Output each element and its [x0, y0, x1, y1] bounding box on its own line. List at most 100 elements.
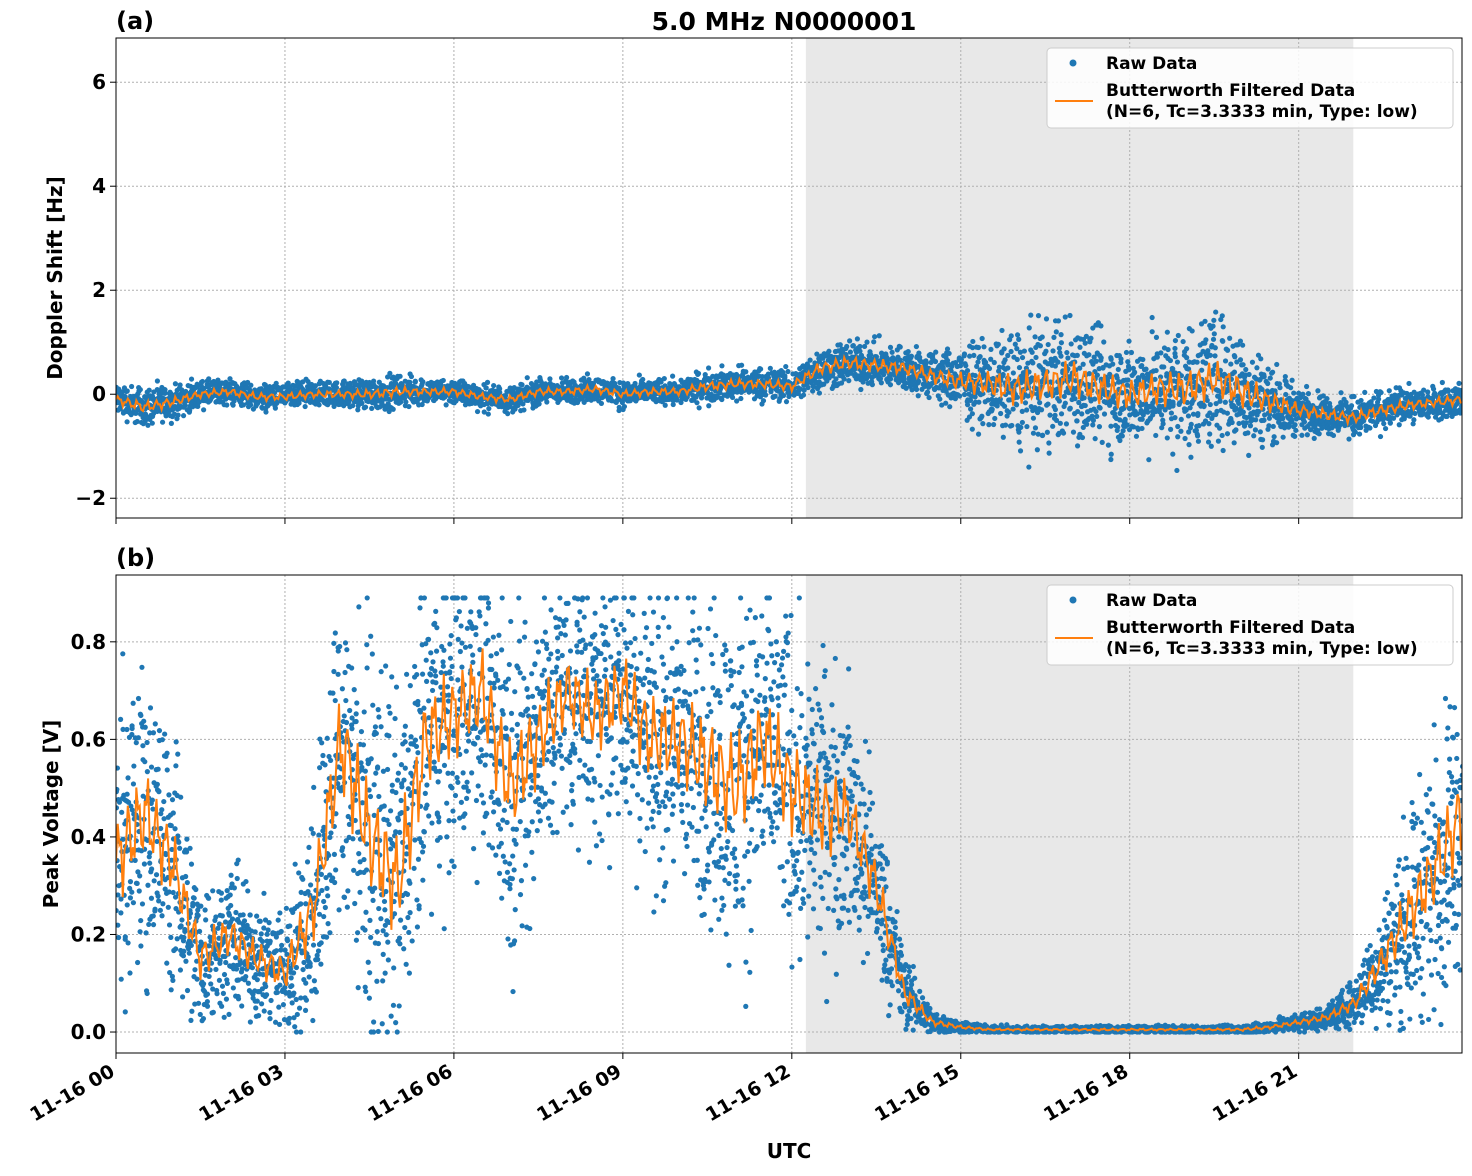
raw-point: [1167, 393, 1172, 398]
raw-point: [1100, 440, 1105, 445]
raw-point: [1168, 358, 1173, 363]
raw-point: [1292, 434, 1297, 439]
raw-point: [970, 427, 975, 432]
raw-point: [738, 396, 743, 401]
raw-point: [128, 895, 133, 900]
raw-point: [369, 406, 374, 411]
raw-point: [1228, 361, 1233, 366]
raw-point: [1056, 318, 1061, 323]
raw-point: [1117, 438, 1122, 443]
raw-point: [926, 395, 931, 400]
raw-point: [1175, 424, 1180, 429]
raw-point: [976, 432, 981, 437]
raw-point: [924, 360, 929, 365]
raw-point: [137, 888, 142, 893]
raw-point: [1098, 405, 1103, 410]
raw-point: [1081, 362, 1086, 367]
raw-point: [1274, 440, 1279, 445]
raw-point: [127, 970, 132, 975]
raw-point: [877, 333, 882, 338]
raw-point: [142, 861, 147, 866]
raw-point: [1213, 309, 1218, 314]
raw-point: [970, 411, 975, 416]
raw-point: [114, 787, 119, 792]
raw-point: [962, 392, 967, 397]
raw-point: [1150, 329, 1155, 334]
raw-point: [273, 406, 278, 411]
raw-point: [140, 901, 145, 906]
raw-point: [403, 399, 408, 404]
raw-point: [391, 407, 396, 412]
raw-point: [138, 918, 143, 923]
raw-point: [1172, 346, 1177, 351]
raw-point: [1125, 359, 1130, 364]
raw-point: [147, 388, 152, 393]
raw-point: [1088, 336, 1093, 341]
raw-point: [1051, 335, 1056, 340]
raw-point: [120, 651, 125, 656]
raw-point: [872, 334, 877, 339]
raw-point: [1406, 381, 1411, 386]
raw-point: [1251, 433, 1256, 438]
raw-point: [1109, 452, 1114, 457]
raw-point: [947, 404, 952, 409]
raw-point: [1240, 362, 1245, 367]
x-tick-label: 11-16 15: [871, 1060, 963, 1126]
raw-point: [978, 354, 983, 359]
raw-point: [1175, 359, 1180, 364]
raw-point: [1125, 377, 1130, 382]
raw-point: [730, 395, 735, 400]
raw-point: [640, 377, 645, 382]
raw-point: [1165, 330, 1170, 335]
raw-point: [363, 404, 368, 409]
raw-point: [1240, 343, 1245, 348]
raw-point: [1080, 435, 1085, 440]
raw-point: [980, 336, 985, 341]
raw-point: [805, 385, 810, 390]
raw-point: [183, 403, 188, 408]
raw-point: [1272, 434, 1277, 439]
raw-point: [140, 743, 145, 748]
raw-point: [1046, 440, 1051, 445]
raw-point: [1064, 350, 1069, 355]
raw-point: [1220, 339, 1225, 344]
raw-point: [1120, 433, 1125, 438]
raw-point: [1189, 422, 1194, 427]
raw-point: [981, 344, 986, 349]
raw-point: [1068, 406, 1073, 411]
raw-point: [906, 349, 911, 354]
raw-point: [847, 338, 852, 343]
raw-point: [768, 366, 773, 371]
raw-point: [1106, 382, 1111, 387]
raw-point: [773, 394, 778, 399]
raw-point: [118, 717, 123, 722]
raw-point: [1211, 367, 1216, 372]
raw-point: [133, 858, 138, 863]
raw-point: [119, 977, 124, 982]
raw-point: [1077, 366, 1082, 371]
raw-point: [1202, 319, 1207, 324]
x-tick-label: 11-16 18: [1040, 1060, 1132, 1126]
raw-point: [131, 781, 136, 786]
raw-point: [1184, 355, 1189, 360]
raw-point: [1079, 411, 1084, 416]
raw-point: [485, 380, 490, 385]
raw-point: [139, 665, 144, 670]
raw-point: [1050, 348, 1055, 353]
raw-point: [719, 363, 724, 368]
raw-point: [145, 883, 150, 888]
raw-point: [1383, 426, 1388, 431]
raw-point: [1456, 381, 1461, 386]
raw-point: [128, 879, 133, 884]
raw-point: [1182, 436, 1187, 441]
raw-point: [1116, 367, 1121, 372]
raw-point: [1250, 360, 1255, 365]
raw-point: [1225, 431, 1230, 436]
raw-point: [1283, 379, 1288, 384]
raw-point: [965, 368, 970, 373]
raw-point: [125, 775, 130, 780]
x-tick-label: 11-16 00: [26, 1060, 118, 1126]
